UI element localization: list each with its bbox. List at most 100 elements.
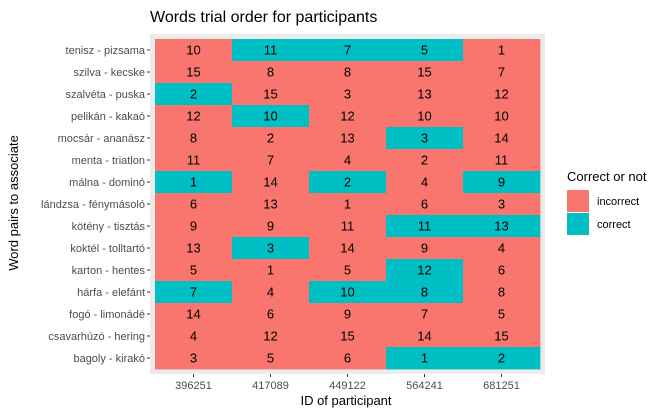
heatmap-cell [386, 61, 464, 84]
heatmap-cell [155, 259, 233, 282]
cell-value-label: 6 [421, 197, 428, 212]
cell-value-label: 12 [186, 109, 200, 124]
heatmap-cell [463, 193, 541, 216]
heatmap-cell [232, 215, 310, 238]
heatmap-cell [232, 39, 310, 62]
cell-value-label: 9 [190, 219, 197, 234]
cell-value-label: 15 [263, 87, 277, 102]
heatmap-cell [309, 215, 387, 238]
cell-value-label: 7 [498, 65, 505, 80]
cell-value-label: 10 [417, 109, 431, 124]
cell-value-label: 5 [267, 351, 274, 366]
heatmap-cell [155, 83, 233, 106]
cell-value-label: 13 [340, 131, 354, 146]
heatmap-cell [155, 303, 233, 326]
cell-value-label: 13 [186, 241, 200, 256]
x-tick-label: 449122 [329, 380, 366, 392]
heatmap-cell [155, 39, 233, 62]
y-axis-ticks: tenisz - pizsama szilva - kecske szalvéta … [41, 45, 150, 365]
y-tick-label: kötény - tisztás [72, 221, 146, 233]
cell-value-label: 4 [498, 241, 505, 256]
heatmap-cell [463, 347, 541, 370]
y-tick-label: pelikán - kakaó [71, 111, 145, 123]
heatmap-cell [309, 83, 387, 106]
cell-value-label: 1 [267, 263, 274, 278]
cell-value-label: 8 [344, 65, 351, 80]
heatmap-cell [309, 171, 387, 194]
heatmap-cell [155, 281, 233, 304]
heatmap-cell [155, 105, 233, 128]
heatmap-cell [309, 149, 387, 172]
cell-value-label: 10 [340, 285, 354, 300]
heatmap-cells [155, 39, 541, 370]
heatmap-cell [463, 105, 541, 128]
cell-value-label: 12 [417, 263, 431, 278]
heatmap-cell [232, 259, 310, 282]
cell-value-label: 12 [494, 87, 508, 102]
heatmap-cell [309, 105, 387, 128]
x-axis-title: ID of participant [300, 393, 391, 408]
y-tick-label: lándzsa - fénymásoló [41, 199, 145, 211]
cell-value-label: 15 [186, 65, 200, 80]
y-tick-label: koktél - tolltartó [70, 243, 145, 255]
cell-value-label: 6 [267, 307, 274, 322]
cell-value-label: 4 [267, 285, 274, 300]
heatmap-cell [309, 127, 387, 150]
heatmap-cell [386, 259, 464, 282]
cell-value-label: 1 [344, 197, 351, 212]
heatmap-cell [309, 303, 387, 326]
cell-value-label: 14 [340, 241, 354, 256]
heatmap-cell [463, 237, 541, 260]
cell-value-label: 8 [421, 285, 428, 300]
y-tick-label: szalvéta - puska [66, 89, 146, 101]
cell-value-label: 1 [190, 175, 197, 190]
heatmap-cell [155, 171, 233, 194]
cell-value-label: 5 [344, 263, 351, 278]
heatmap-cell [309, 61, 387, 84]
x-tick-label: 417089 [252, 380, 289, 392]
heatmap-cell [309, 259, 387, 282]
heatmap-cell [386, 281, 464, 304]
heatmap-cell [463, 303, 541, 326]
heatmap-cell [155, 325, 233, 348]
heatmap-cell [386, 237, 464, 260]
x-tick-label: 681251 [483, 380, 520, 392]
cell-value-label: 9 [344, 307, 351, 322]
heatmap-cell [232, 105, 310, 128]
cell-value-label: 5 [498, 307, 505, 322]
cell-value-label: 2 [421, 153, 428, 168]
y-tick-label: hárfa - elefánt [77, 287, 145, 299]
y-tick-label: mocsár - ananász [58, 133, 145, 145]
cell-value-label: 3 [421, 131, 428, 146]
heatmap-cell [232, 171, 310, 194]
cell-value-label: 13 [417, 87, 431, 102]
heatmap-cell [463, 325, 541, 348]
heatmap-cell [463, 171, 541, 194]
chart-title: Words trial order for participants [150, 9, 377, 26]
heatmap-cell [232, 303, 310, 326]
heatmap-cell [232, 127, 310, 150]
heatmap-cell [232, 237, 310, 260]
heatmap-cell [232, 61, 310, 84]
cell-value-label: 7 [190, 285, 197, 300]
heatmap-cell [309, 193, 387, 216]
cell-value-label: 1 [421, 351, 428, 366]
cell-value-label: 10 [186, 43, 200, 58]
cell-value-label: 14 [186, 307, 200, 322]
cell-value-label: 11 [187, 153, 201, 168]
cell-value-label: 12 [263, 329, 277, 344]
cell-value-label: 8 [190, 131, 197, 146]
cell-value-label: 1 [498, 43, 505, 58]
cell-value-label: 11 [341, 219, 355, 234]
cell-value-label: 2 [344, 175, 351, 190]
heatmap-cell [232, 347, 310, 370]
heatmap-cell [155, 237, 233, 260]
cell-value-label: 2 [267, 131, 274, 146]
legend-label: incorrect [597, 196, 639, 208]
heatmap-cell [386, 39, 464, 62]
y-tick-label: szilva - kecske [73, 67, 145, 79]
heatmap-cell [386, 127, 464, 150]
heatmap-cell [463, 39, 541, 62]
cell-value-label: 7 [344, 43, 351, 58]
y-tick-label: málna - dominó [69, 177, 145, 189]
